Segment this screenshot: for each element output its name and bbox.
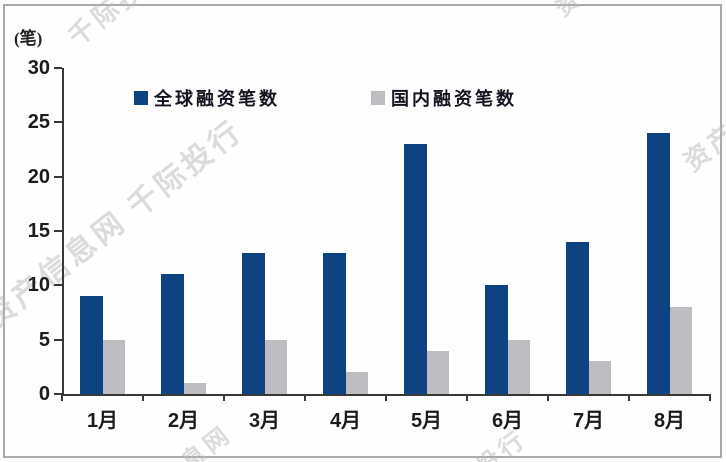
bar-global-8月 xyxy=(647,133,670,394)
x-axis-category-label: 2月 xyxy=(167,410,200,432)
bar-global-2月 xyxy=(161,274,184,394)
x-axis-category-label: 4月 xyxy=(329,410,362,432)
y-axis-tick-mark xyxy=(54,338,62,341)
y-axis-tick-label: 25 xyxy=(27,111,50,134)
y-axis-tick-label: 0 xyxy=(38,383,50,405)
x-axis-tick-mark xyxy=(385,394,387,401)
bar-global-5月 xyxy=(404,144,427,394)
chart-legend: 全球融资笔数 国内融资笔数 xyxy=(0,85,726,109)
bar-global-4月 xyxy=(323,252,346,394)
y-axis-tick-label: 15 xyxy=(27,220,50,242)
bar-domestic-6月 xyxy=(507,339,530,394)
y-axis-tick-mark xyxy=(54,175,62,178)
bar-domestic-8月 xyxy=(669,307,692,394)
y-axis-tick-label: 30 xyxy=(27,57,50,79)
x-axis-category-label: 7月 xyxy=(572,410,605,432)
x-axis-tick-mark xyxy=(61,394,63,401)
bar-domestic-5月 xyxy=(426,350,449,394)
y-axis-tick-mark xyxy=(54,230,62,232)
bar-domestic-1月 xyxy=(102,339,125,394)
bar-global-1月 xyxy=(80,296,103,394)
legend-item-domestic: 国内融资笔数 xyxy=(371,85,517,111)
x-axis-category-label: 5月 xyxy=(410,410,443,432)
x-axis-category-label: 6月 xyxy=(491,410,524,432)
legend-swatch-global xyxy=(134,91,148,105)
x-axis-tick-mark xyxy=(547,394,549,401)
bar-global-6月 xyxy=(485,285,508,394)
y-axis-tick-mark xyxy=(54,67,62,69)
bar-global-3月 xyxy=(242,252,265,394)
x-axis-category-label: 8月 xyxy=(653,410,686,432)
y-axis-tick-label: 20 xyxy=(27,165,50,188)
legend-item-global: 全球融资笔数 xyxy=(134,85,280,111)
y-axis-unit-label: (笔) xyxy=(14,29,43,48)
x-axis-tick-mark xyxy=(142,394,144,401)
y-axis-line xyxy=(62,68,64,396)
x-axis-category-label: 1月 xyxy=(86,410,119,432)
y-axis-tick-label: 5 xyxy=(38,328,50,351)
x-axis-tick-mark xyxy=(223,394,225,401)
x-axis-tick-mark xyxy=(466,394,468,401)
x-axis-tick-mark xyxy=(304,394,306,401)
legend-swatch-domestic xyxy=(371,91,385,105)
bar-domestic-7月 xyxy=(588,361,611,394)
x-axis-tick-mark xyxy=(628,394,630,401)
y-axis-tick-label: 10 xyxy=(27,274,50,297)
bar-global-7月 xyxy=(566,241,589,394)
y-axis-tick-mark xyxy=(54,393,62,395)
y-axis-tick-mark xyxy=(54,284,62,287)
bar-domestic-4月 xyxy=(345,372,368,394)
y-axis-tick-mark xyxy=(54,121,62,124)
bar-domestic-3月 xyxy=(264,339,287,394)
legend-label-global: 全球融资笔数 xyxy=(154,89,280,109)
bar-domestic-2月 xyxy=(183,383,206,394)
legend-label-domestic: 国内融资笔数 xyxy=(391,89,517,109)
x-axis-tick-mark xyxy=(709,394,711,401)
x-axis-category-label: 3月 xyxy=(248,410,281,432)
